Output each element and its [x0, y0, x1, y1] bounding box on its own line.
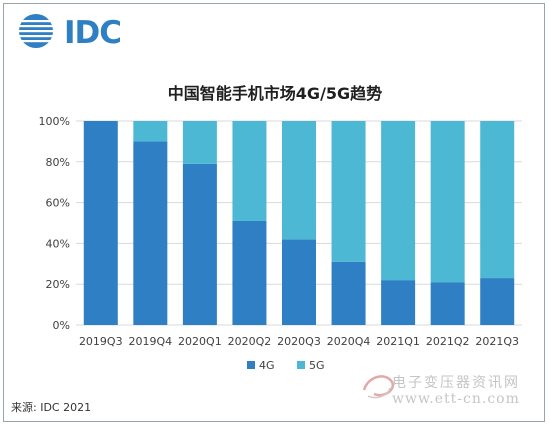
watermark-url: www.ett-cn.com: [392, 391, 520, 407]
x-tick-label: 2020Q3: [277, 335, 321, 348]
x-tick-label: 2019Q3: [79, 335, 123, 348]
y-tick-label: 60%: [46, 197, 70, 210]
bar-5g-2020q4: [331, 121, 366, 262]
y-tick-label: 0%: [53, 319, 70, 332]
bar-4g-2020q4: [331, 261, 366, 325]
bar-4g-2021q2: [430, 282, 465, 325]
watermark-text: 电子变压器资讯网: [392, 375, 520, 391]
bar-5g-2020q2: [232, 121, 267, 221]
globe-icon: [17, 14, 57, 48]
bar-4g-2021q1: [381, 280, 416, 325]
x-tick-label: 2021Q1: [376, 335, 420, 348]
y-tick-label: 20%: [46, 278, 70, 291]
bar-4g-2020q3: [282, 239, 316, 325]
chart-title: 中国智能手机市场4G/5G趋势: [167, 84, 383, 103]
x-tick-label: 2020Q2: [228, 335, 272, 348]
bar-5g-2020q1: [182, 121, 217, 164]
legend-label-5g: 5G: [309, 359, 325, 372]
legend-swatch-5g: [297, 361, 305, 369]
x-tick-label: 2020Q1: [178, 335, 222, 348]
bar-5g-2020q3: [282, 121, 316, 240]
legend-label-4g: 4G: [259, 359, 275, 372]
x-tick-label: 2021Q3: [475, 335, 519, 348]
y-tick-label: 40%: [46, 237, 70, 250]
idc-logo: IDC: [17, 12, 127, 50]
bar-5g-2019q4: [133, 121, 168, 142]
bar-4g-2019q4: [133, 141, 168, 325]
x-tick-label: 2020Q4: [327, 335, 371, 348]
source-note: 来源: IDC 2021: [11, 401, 92, 414]
watermark-swirl-icon: [362, 375, 395, 399]
x-tick-label: 2019Q4: [129, 335, 173, 348]
bar-5g-2021q3: [480, 121, 515, 279]
logo-text: IDC: [64, 15, 122, 51]
bar-4g-2019q3: [83, 121, 118, 325]
y-tick-label: 80%: [46, 156, 70, 169]
legend-swatch-4g: [247, 361, 255, 369]
x-tick-label: 2021Q2: [426, 335, 470, 348]
bar-4g-2020q2: [232, 220, 267, 325]
y-tick-label: 100%: [39, 115, 70, 128]
bar-4g-2021q3: [480, 278, 515, 325]
bar-5g-2021q1: [381, 121, 416, 281]
bar-5g-2021q2: [430, 121, 465, 283]
bar-4g-2020q1: [182, 163, 217, 325]
